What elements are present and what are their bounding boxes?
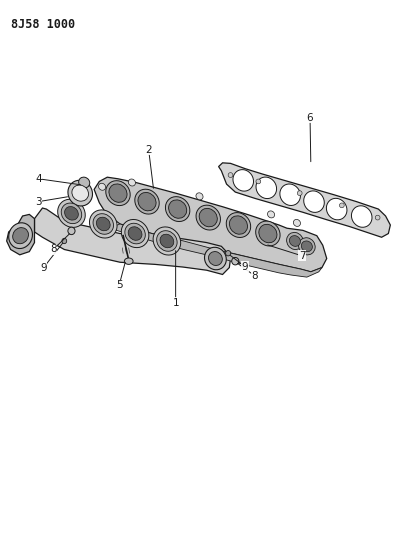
Ellipse shape [304,191,324,212]
Ellipse shape [128,227,142,240]
Ellipse shape [13,228,28,244]
Ellipse shape [256,221,280,246]
Ellipse shape [196,193,203,200]
Text: 2: 2 [145,144,152,155]
Ellipse shape [125,223,145,244]
Ellipse shape [58,199,85,228]
Text: 1: 1 [172,297,179,308]
Ellipse shape [340,203,344,208]
Text: 4: 4 [35,174,42,184]
Ellipse shape [293,220,300,227]
Text: 5: 5 [116,280,122,290]
Ellipse shape [326,198,347,220]
Ellipse shape [9,223,32,248]
Polygon shape [94,177,327,272]
Ellipse shape [99,183,106,190]
Ellipse shape [256,177,277,199]
Ellipse shape [286,232,303,249]
Ellipse shape [79,177,90,188]
Ellipse shape [352,206,372,227]
Ellipse shape [297,191,302,196]
Ellipse shape [93,214,113,235]
Ellipse shape [256,179,261,184]
Text: 3: 3 [35,197,42,207]
Ellipse shape [72,185,89,201]
Ellipse shape [375,215,380,220]
Ellipse shape [138,192,156,211]
Ellipse shape [205,247,226,270]
Ellipse shape [301,241,312,252]
Ellipse shape [68,180,93,206]
Text: 8: 8 [50,245,57,254]
Polygon shape [34,208,231,274]
Ellipse shape [128,179,135,186]
Ellipse shape [208,252,222,265]
Ellipse shape [106,181,130,206]
Polygon shape [109,224,322,277]
Ellipse shape [68,227,75,235]
Ellipse shape [226,213,251,238]
Ellipse shape [97,217,110,231]
Ellipse shape [233,169,253,191]
Text: 8J58 1000: 8J58 1000 [11,18,75,31]
Ellipse shape [135,189,159,214]
Ellipse shape [109,184,127,203]
Ellipse shape [153,227,181,255]
Polygon shape [7,214,34,255]
Ellipse shape [166,197,190,222]
Polygon shape [219,163,390,237]
Text: 6: 6 [307,112,313,123]
Ellipse shape [62,238,67,244]
Text: 9: 9 [40,263,47,272]
Ellipse shape [65,207,78,220]
Ellipse shape [61,203,82,224]
Ellipse shape [259,224,277,243]
Ellipse shape [232,257,239,265]
Ellipse shape [229,216,247,234]
Ellipse shape [124,258,133,264]
Ellipse shape [289,236,300,246]
Ellipse shape [160,234,174,248]
Text: 9: 9 [241,262,248,271]
Ellipse shape [121,220,149,248]
Text: 8: 8 [251,271,258,280]
Ellipse shape [267,211,275,218]
Ellipse shape [199,208,217,227]
Ellipse shape [157,231,177,251]
Ellipse shape [196,205,221,230]
Text: 7: 7 [299,251,305,261]
Ellipse shape [280,184,300,206]
Ellipse shape [298,238,315,255]
Ellipse shape [89,210,117,238]
Ellipse shape [228,173,233,177]
Ellipse shape [168,200,187,219]
Ellipse shape [225,251,231,256]
